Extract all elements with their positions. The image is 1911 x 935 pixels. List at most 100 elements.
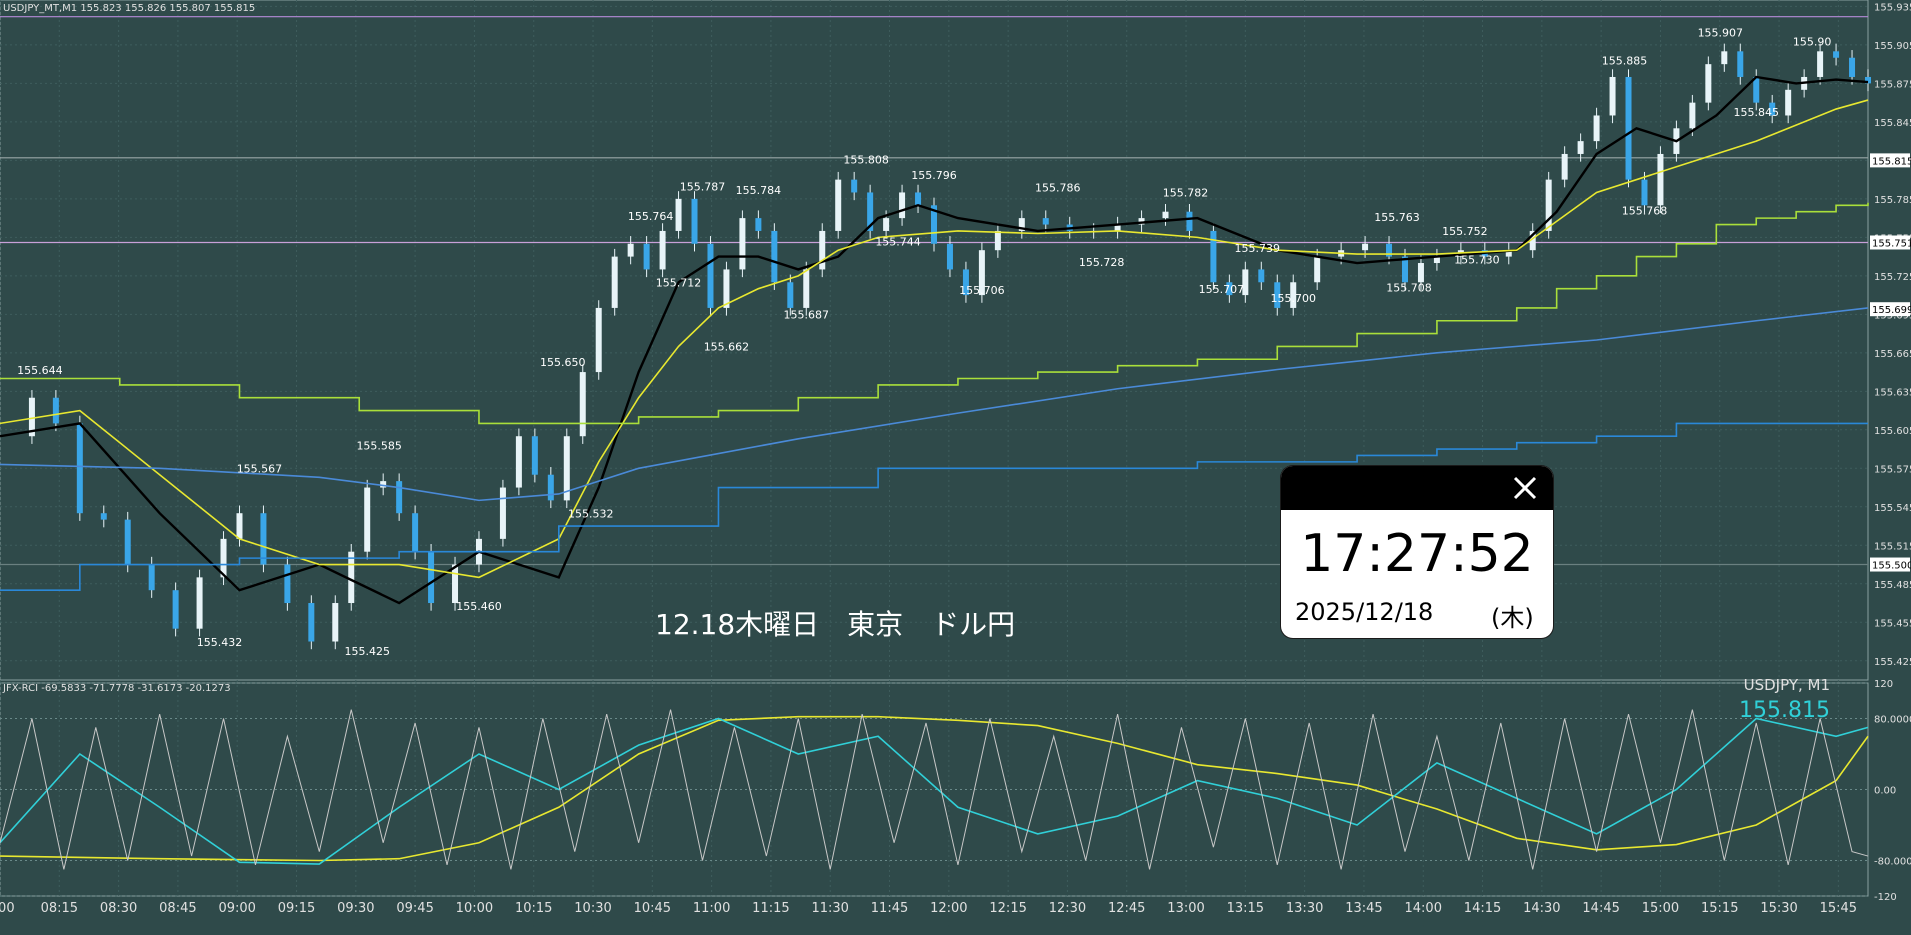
- time-tick-label: 14:30: [1523, 901, 1560, 916]
- price-annotation: 155.706: [959, 284, 1005, 297]
- price-tag-label: 155.699: [1872, 305, 1911, 316]
- step-line: [0, 202, 1869, 425]
- chart-title: USDJPY_MT,M1 155.823 155.826 155.807 155…: [3, 3, 255, 14]
- candle-body: [1290, 282, 1297, 308]
- clock-date: 2025/12/18: [1295, 598, 1434, 626]
- price-annotation: 155.808: [843, 153, 889, 166]
- candle-body: [100, 513, 107, 520]
- candle-body: [994, 230, 1001, 251]
- price-annotation: 155.532: [568, 507, 614, 520]
- price-annotation: 155.730: [1454, 253, 1500, 266]
- price-annotation: 155.707: [1199, 283, 1245, 296]
- candle-body: [1114, 224, 1121, 231]
- time-tick-label: 14:45: [1582, 901, 1619, 916]
- candle-body: [1641, 179, 1648, 206]
- time-tick-label: 08:45: [159, 901, 196, 916]
- candle-body: [1657, 153, 1664, 206]
- candle-body: [1138, 218, 1145, 225]
- candle-body: [1386, 243, 1393, 257]
- candle-body: [1785, 89, 1792, 116]
- candle-body: [1769, 102, 1776, 116]
- price-axis: 155.935 155.905 155.875 155.845 155.815 155.7…: [1870, 2, 1911, 903]
- time-tick-label: 12:00: [930, 901, 967, 916]
- price-annotation: 155.768: [1622, 205, 1668, 218]
- candle-body: [412, 513, 419, 552]
- candle-body: [220, 538, 227, 578]
- rci-tick-label: 0.00: [1874, 786, 1896, 797]
- time-tick-label: 12:45: [1108, 901, 1145, 916]
- candle-body: [348, 551, 355, 604]
- candle-body: [1721, 51, 1728, 65]
- candle-body: [962, 269, 969, 296]
- price-tick-label: 155.935: [1874, 2, 1911, 13]
- price-annotation: 155.712: [656, 277, 702, 290]
- candle-body: [579, 372, 586, 437]
- price-tick-label: 155.725: [1874, 272, 1911, 283]
- time-tick-label: 09:00: [218, 901, 255, 916]
- clock-weekday: (木): [1491, 604, 1534, 632]
- time-tick-label: 13:45: [1345, 901, 1382, 916]
- candle-body: [236, 513, 243, 539]
- price-annotation: 155.739: [1235, 242, 1281, 255]
- candle-body: [659, 230, 666, 270]
- candle-body: [1817, 51, 1824, 77]
- candle-body: [627, 243, 634, 257]
- price-annotation: 155.728: [1079, 256, 1125, 269]
- candle-body: [332, 603, 339, 642]
- candle-body: [771, 230, 778, 283]
- candle-body: [675, 198, 682, 231]
- candle-body: [803, 269, 810, 308]
- clock-titlebar[interactable]: [1281, 466, 1553, 510]
- time-tick-label: 10:15: [515, 901, 552, 916]
- step-line: [0, 422, 1868, 591]
- close-icon[interactable]: [1509, 472, 1541, 504]
- time-tick-label: 13:15: [1227, 901, 1264, 916]
- candle-body: [563, 436, 570, 501]
- price-annotation: 155.585: [356, 439, 402, 452]
- candle-body: [1609, 76, 1616, 116]
- candle-body: [1042, 218, 1049, 225]
- time-tick-label: 11:15: [752, 901, 789, 916]
- price-tag-box: [1870, 153, 1910, 168]
- time-tick-label: 15:45: [1820, 901, 1857, 916]
- price-annotation: 155.907: [1698, 26, 1744, 39]
- candle-body: [428, 551, 435, 604]
- candle-body: [1417, 263, 1424, 283]
- clock-widget[interactable]: 17:27:52 2025/12/18 (木): [1281, 466, 1553, 638]
- price-tick-label: 155.665: [1874, 349, 1911, 360]
- candle-body: [883, 218, 890, 231]
- time-tick-label: 11:45: [871, 901, 908, 916]
- price-annotation: 155.644: [17, 364, 63, 377]
- time-tick-label: 08:30: [100, 901, 137, 916]
- price-annotation: 155.752: [1442, 225, 1488, 238]
- price-annotation: 155.90: [1793, 35, 1832, 48]
- candle-body: [499, 487, 506, 539]
- price-annotation: 155.700: [1270, 292, 1316, 305]
- moving-average-line: [0, 307, 1869, 502]
- time-tick-label: 15:00: [1642, 901, 1679, 916]
- candle-body: [380, 481, 387, 488]
- price-tick-label: 155.635: [1874, 387, 1911, 398]
- candle-body: [124, 519, 131, 565]
- candle-body: [643, 243, 650, 270]
- candle-body: [1186, 211, 1193, 231]
- price-annotation: 155.845: [1733, 106, 1779, 119]
- candle-body: [547, 474, 554, 501]
- rci-title: JFX-RCI -69.5833 -71.7778 -31.6173 -20.1…: [2, 683, 231, 694]
- rci-subwindow[interactable]: [0, 682, 1869, 897]
- price-tag-label: 155.500: [1872, 561, 1911, 572]
- candle-body: [531, 436, 538, 475]
- price-tick-label: 155.485: [1874, 580, 1911, 591]
- candle-body: [707, 243, 714, 308]
- price-chart[interactable]: 572155.644155.567155.585155.432155.42515…: [0, 16, 1871, 658]
- price-tick-label: 155.575: [1874, 464, 1911, 475]
- price-tick-label: 155.905: [1874, 41, 1911, 52]
- candle-body: [52, 397, 59, 424]
- candle-body: [739, 218, 746, 270]
- candle-body: [1258, 269, 1265, 283]
- price-annotation: 155.460: [456, 600, 502, 613]
- moving-average-line: [0, 99, 1869, 579]
- price-tick-label: 155.605: [1874, 426, 1911, 437]
- price-annotation: 155.687: [784, 309, 830, 322]
